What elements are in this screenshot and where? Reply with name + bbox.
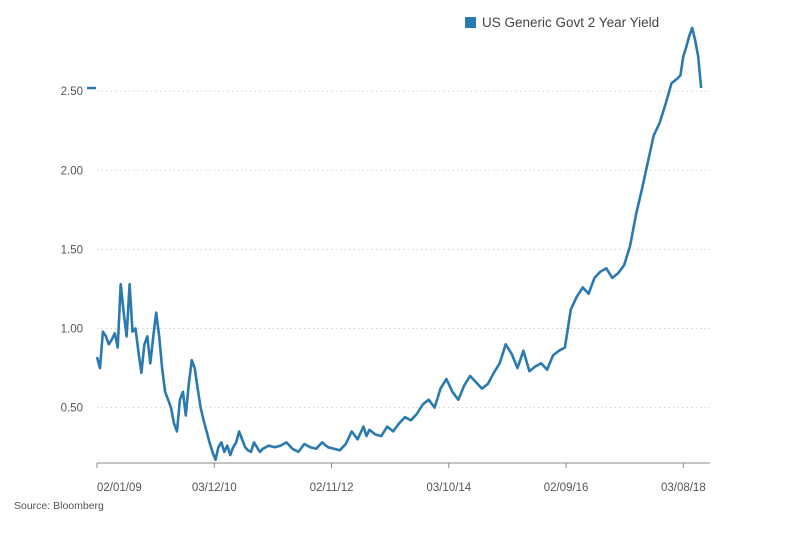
x-tick-label: 03/10/14 (426, 482, 471, 494)
y-tick-label: 1.50 (61, 244, 83, 256)
y-tick-label: 2.50 (61, 86, 83, 98)
x-tick-label: 03/08/18 (661, 482, 706, 494)
gridlines (97, 90, 710, 409)
legend: US Generic Govt 2 Year Yield (465, 15, 659, 30)
y-axis-ticks: 0.50 1.00 1.50 2.00 2.50 (61, 86, 83, 414)
source-note: Source: Bloomberg (14, 500, 104, 512)
y-tick-label: 2.00 (61, 165, 83, 177)
x-tick-label: 02/01/09 (97, 482, 142, 494)
x-tick-label: 03/12/10 (192, 482, 237, 494)
x-tick-label: 02/09/16 (544, 482, 589, 494)
legend-label: US Generic Govt 2 Year Yield (482, 15, 660, 30)
x-axis-ticks: 02/01/09 03/12/10 02/11/12 03/10/14 02/09/16… (96, 463, 706, 494)
series-line-us-2y-yield (95, 26, 703, 462)
x-tick-label: 02/11/12 (310, 482, 354, 494)
legend-swatch (465, 17, 476, 28)
y-tick-label: 0.50 (61, 403, 83, 415)
y-tick-label: 1.00 (61, 324, 83, 336)
